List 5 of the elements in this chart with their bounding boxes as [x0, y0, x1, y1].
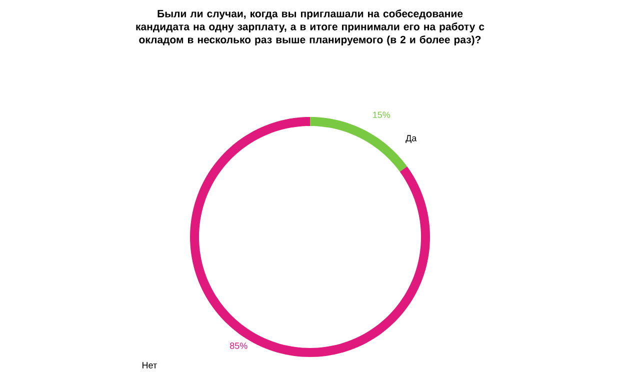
chart-title: Были ли случаи, когда вы приглашали на собеседование кандидата на одну зарплату, а в итоге принимали его на работу с окладом в несколько раз выше планируемого (в 2 и более раз)?	[136, 10, 484, 46]
slice-label: Да	[406, 135, 417, 144]
slice-label: Нет	[142, 362, 157, 369]
data-label: 15%	[373, 112, 390, 118]
data-label: 85%	[230, 342, 248, 350]
